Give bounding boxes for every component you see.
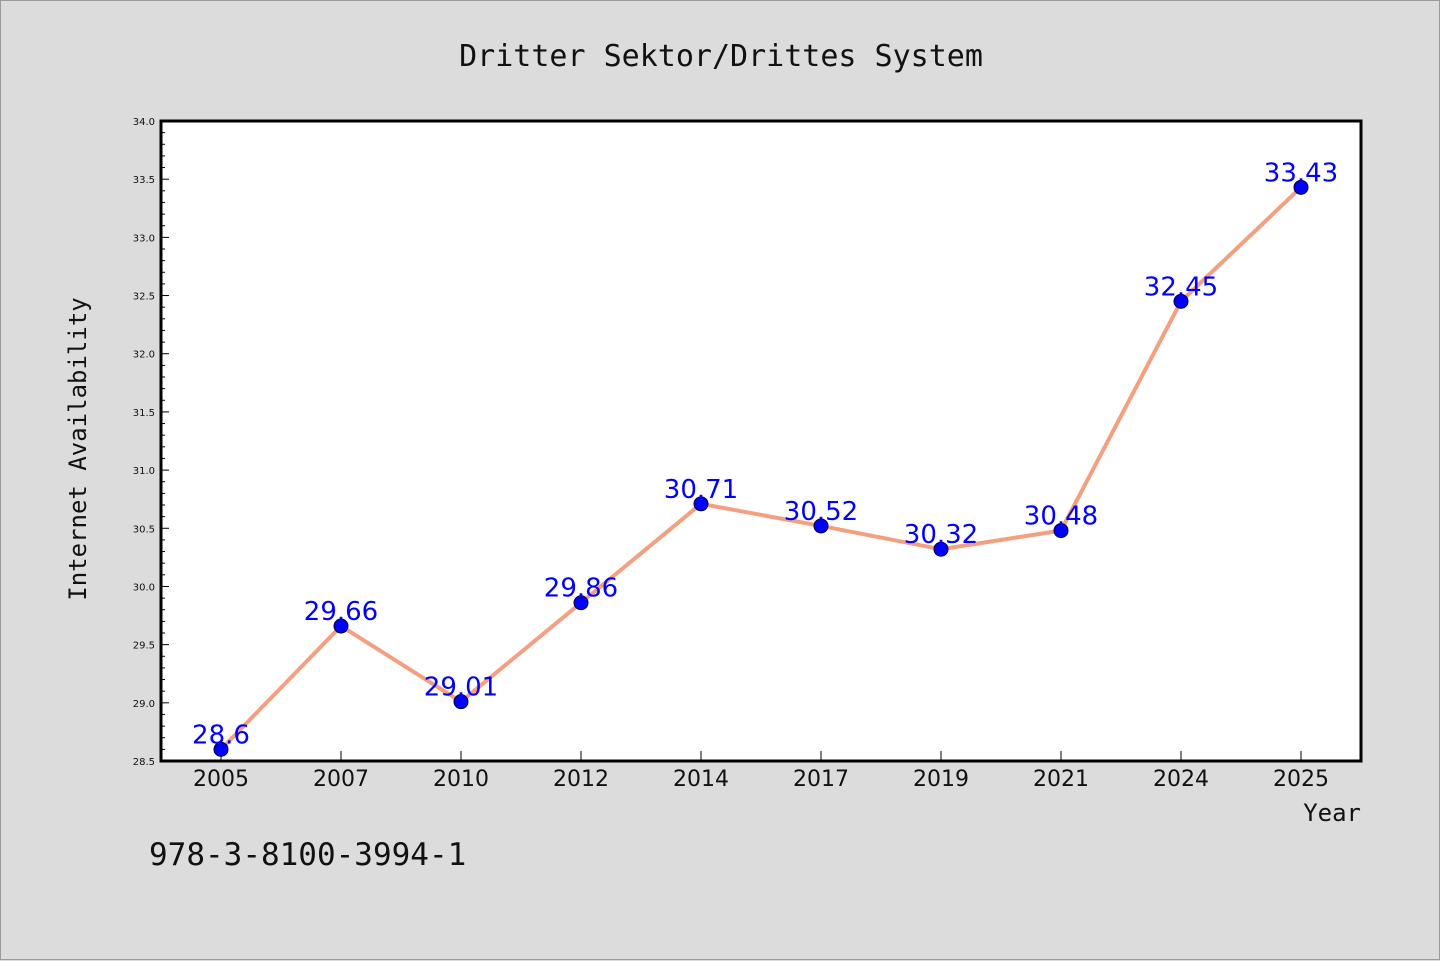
data-label: 28.6 bbox=[192, 720, 250, 750]
x-tick-label: 2025 bbox=[1273, 767, 1329, 792]
data-point bbox=[933, 541, 949, 557]
x-tick-label: 2019 bbox=[913, 767, 969, 792]
x-tick-label: 2010 bbox=[433, 767, 489, 792]
y-tick-label: 29.5 bbox=[133, 641, 155, 652]
y-tick-label: 33.0 bbox=[133, 233, 155, 244]
x-tick-label: 2014 bbox=[673, 767, 729, 792]
y-tick-label: 32.0 bbox=[133, 350, 155, 361]
y-tick-label: 33.5 bbox=[133, 175, 155, 186]
y-tick-label: 32.5 bbox=[133, 292, 155, 303]
chart-title: Dritter Sektor/Drittes System bbox=[459, 39, 983, 74]
y-tick-label: 28.5 bbox=[133, 757, 155, 768]
x-tick-label: 2012 bbox=[553, 767, 609, 792]
data-label: 30.48 bbox=[1024, 502, 1098, 532]
data-label: 33.43 bbox=[1264, 158, 1338, 188]
data-point bbox=[573, 595, 589, 611]
data-point bbox=[1173, 293, 1189, 309]
data-label: 29.86 bbox=[544, 574, 618, 604]
data-labels: 28.6 29.66 29.01 29.86 30.71 30.52 30.32 30.48 3… bbox=[192, 158, 1338, 750]
data-point bbox=[333, 618, 349, 634]
data-point bbox=[813, 518, 829, 534]
series-polyline bbox=[219, 185, 1303, 751]
y-tick-label: 34.0 bbox=[133, 117, 155, 128]
x-tick-label: 2024 bbox=[1153, 767, 1209, 792]
data-label: 30.32 bbox=[904, 520, 978, 550]
data-label: 32.45 bbox=[1144, 272, 1218, 302]
x-axis: 2005 2007 2010 2012 2014 2017 2019 2021 2024 2025 bbox=[193, 751, 1329, 792]
x-axis-label: Year bbox=[1303, 799, 1361, 827]
y-axis-label: Internet Availability bbox=[64, 297, 92, 600]
y-tick-label: 30.0 bbox=[133, 582, 155, 593]
data-point bbox=[213, 741, 229, 757]
data-label: 29.66 bbox=[304, 597, 378, 627]
y-tick-label: 31.5 bbox=[133, 408, 155, 419]
y-axis: 28.5 29.0 29.5 30.0 30.5 31.0 31.5 32.0 32.5 33.0… bbox=[133, 117, 169, 768]
data-label: 30.52 bbox=[784, 497, 858, 527]
y-tick-label: 30.5 bbox=[133, 524, 155, 535]
x-tick-label: 2021 bbox=[1033, 767, 1089, 792]
plot-area bbox=[159, 119, 1363, 763]
x-tick-label: 2017 bbox=[793, 767, 849, 792]
x-tick-label: 2007 bbox=[313, 767, 369, 792]
data-point bbox=[1293, 179, 1309, 195]
data-label: 29.01 bbox=[424, 673, 498, 703]
y-tick-label: 31.0 bbox=[133, 466, 155, 477]
data-label: 30.71 bbox=[664, 475, 738, 505]
data-point bbox=[453, 694, 469, 710]
series-line bbox=[213, 179, 1309, 757]
y-tick-label: 29.0 bbox=[133, 699, 155, 710]
data-point bbox=[1053, 523, 1069, 539]
isbn-text: 978-3-8100-3994-1 bbox=[149, 837, 466, 873]
x-tick-label: 2005 bbox=[193, 767, 249, 792]
data-point bbox=[693, 496, 709, 512]
